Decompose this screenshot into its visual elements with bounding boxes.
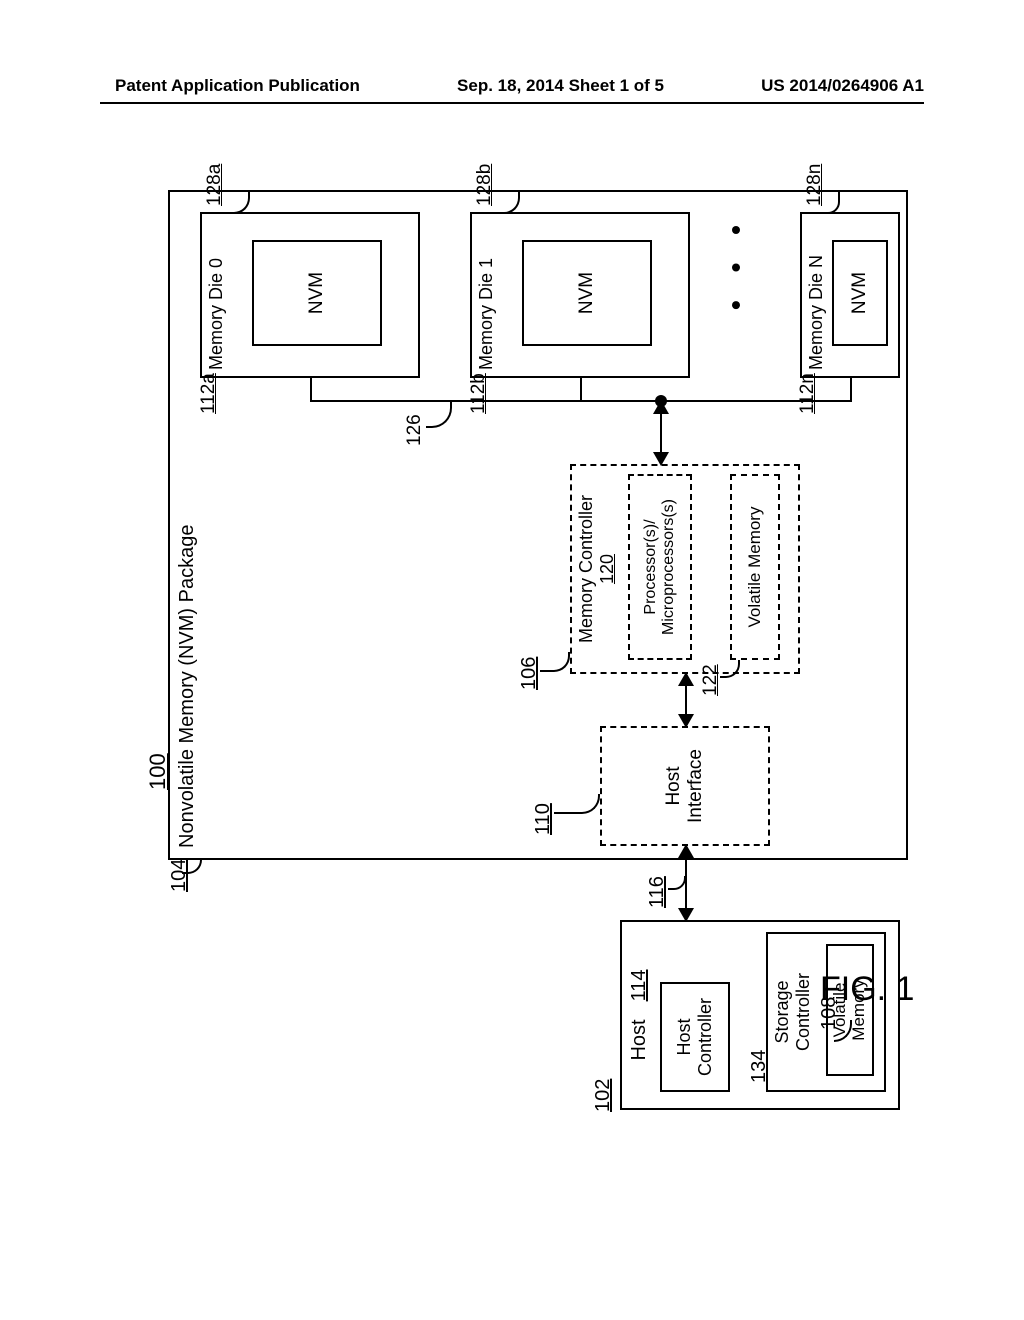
ref-122: 122 — [700, 664, 722, 696]
volatile-memory-ctrl-label: Volatile Memory — [745, 507, 765, 628]
figure-label: FIG. 1 — [820, 970, 914, 1009]
host-title-row: Host 114 — [628, 922, 651, 1108]
volatile-memory-ctrl-box: Volatile Memory — [730, 474, 780, 660]
diagram-canvas: 100 102 Host 114 Host Controller Storage… — [100, 170, 924, 1130]
host-interface-label: Host Interface — [663, 749, 707, 823]
ref-102: 102 — [592, 1079, 615, 1112]
header-center: Sep. 18, 2014 Sheet 1 of 5 — [457, 76, 664, 96]
arrow-controller-to-bus — [660, 402, 662, 464]
diagram-rotated-container: 100 102 Host 114 Host Controller Storage… — [32, 238, 992, 1062]
ellipsis-dots: • • • — [720, 215, 752, 310]
host-interface-box: Host Interface — [600, 726, 770, 846]
memory-die-0: Memory Die 0 NVM — [200, 212, 420, 378]
ref-112a: 112a — [198, 373, 220, 414]
ref-116: 116 — [646, 876, 669, 908]
ref-134: 134 — [748, 1050, 771, 1083]
memory-controller-box: Memory Controller 120 Processor(s)/ Micr… — [570, 464, 800, 674]
header-left: Patent Application Publication — [115, 76, 360, 96]
ref-128n: 128n — [804, 164, 826, 206]
ref-114: 114 — [628, 970, 651, 1002]
host-controller-label: Host Controller — [674, 998, 715, 1076]
host-label: Host — [628, 1019, 651, 1060]
storage-controller-label: Storage Controller — [772, 934, 813, 1090]
ref-110: 110 — [532, 803, 555, 835]
arrow-host-to-interface — [685, 846, 687, 920]
header-right: US 2014/0264906 A1 — [761, 76, 924, 96]
header-rule — [100, 102, 924, 104]
processors-label: Processor(s)/ Microprocessors(s) — [642, 499, 679, 635]
leader-104 — [182, 860, 202, 874]
memory-die-n-title: Memory Die N — [806, 214, 827, 370]
nvm-block-1: NVM — [522, 240, 652, 346]
page-header: Patent Application Publication Sep. 18, … — [0, 76, 1024, 96]
bus-branch-n — [850, 378, 852, 402]
ref-106: 106 — [518, 657, 541, 690]
host-controller-box: Host Controller — [660, 982, 730, 1092]
nvm-label-n: NVM — [849, 272, 871, 314]
ref-120-inline: 120 — [597, 466, 618, 672]
nvm-package-title: Nonvolatile Memory (NVM) Package — [176, 525, 199, 848]
leader-116 — [668, 876, 686, 890]
ref-128a: 128a — [204, 164, 226, 206]
memory-die-1-title: Memory Die 1 — [476, 214, 497, 370]
memory-controller-title: Memory Controller — [576, 466, 597, 672]
memory-die-n: Memory Die N NVM — [800, 212, 900, 378]
ref-112n: 112n — [797, 373, 819, 414]
bus-branch-1 — [580, 378, 582, 402]
processors-box: Processor(s)/ Microprocessors(s) — [628, 474, 692, 660]
nvm-block-0: NVM — [252, 240, 382, 346]
nvm-label-0: NVM — [306, 272, 328, 314]
memory-die-0-title: Memory Die 0 — [206, 214, 227, 370]
ref-128b: 128b — [474, 164, 496, 206]
ref-126: 126 — [404, 414, 426, 446]
bus-branch-0 — [310, 378, 312, 402]
memory-die-1: Memory Die 1 NVM — [470, 212, 690, 378]
nvm-label-1: NVM — [576, 272, 598, 314]
arrow-interface-to-controller — [685, 674, 687, 726]
nvm-block-n: NVM — [832, 240, 888, 346]
ref-112b: 112b — [468, 373, 490, 414]
